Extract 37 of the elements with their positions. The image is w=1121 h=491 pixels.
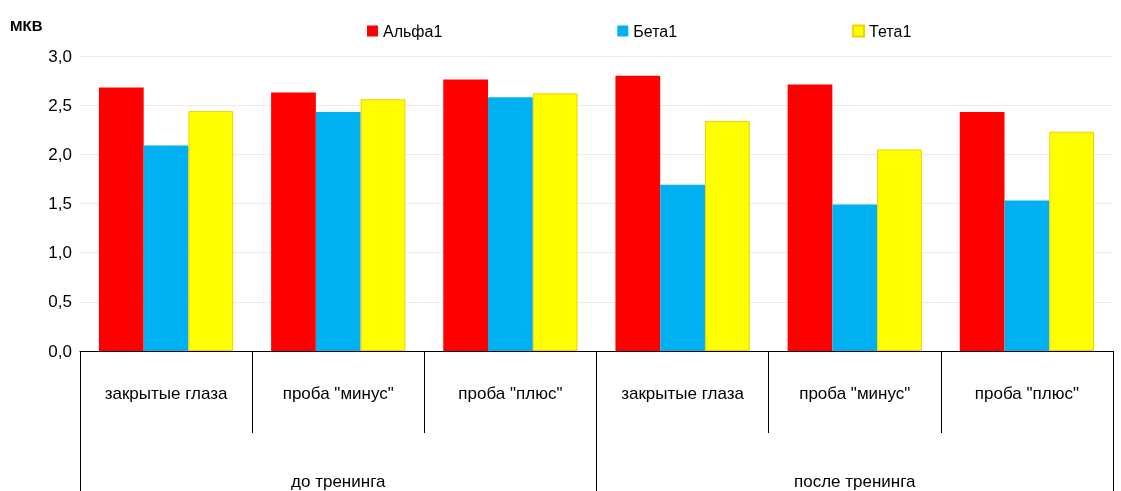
x-tick-label: проба "плюс" xyxy=(458,384,563,403)
y-tick-label: 1,0 xyxy=(48,243,72,263)
x-tick-label: проба "минус" xyxy=(282,384,394,403)
y-tick-label: 0,5 xyxy=(48,292,72,312)
x-tick-label: проба "плюс" xyxy=(974,384,1079,403)
bar xyxy=(877,149,922,351)
bar xyxy=(704,120,750,351)
bar xyxy=(959,112,1005,351)
bar xyxy=(143,145,189,351)
bar xyxy=(660,184,705,351)
y-tick-label: 2,5 xyxy=(48,95,72,115)
legend-label: Бета1 xyxy=(633,22,678,40)
y-axis-title: МКВ xyxy=(10,17,43,34)
x-tick-label: проба "минус" xyxy=(799,384,911,403)
bar xyxy=(832,204,878,351)
bar xyxy=(1049,131,1095,351)
legend-label: Тета1 xyxy=(869,22,912,40)
bar xyxy=(188,111,234,351)
y-tick-label: 3,0 xyxy=(48,46,72,66)
bar xyxy=(787,84,833,351)
legend-label: Альфа1 xyxy=(383,22,443,40)
bar xyxy=(532,93,578,351)
x-tick-label: закрытые глаза xyxy=(104,384,229,403)
bar xyxy=(271,92,316,351)
y-tick-label: 0,0 xyxy=(48,341,72,361)
text: после тренинга xyxy=(793,472,917,491)
bar xyxy=(615,75,661,351)
bar xyxy=(443,79,489,351)
bar xyxy=(1004,200,1050,351)
bar xyxy=(315,112,361,351)
bar xyxy=(488,97,533,351)
bar xyxy=(360,99,406,351)
text: до тренинга xyxy=(291,472,386,491)
bar xyxy=(98,87,144,351)
x-tick-label: закрытые глаза xyxy=(621,384,745,403)
y-tick-label: 1,5 xyxy=(48,194,72,213)
y-tick-label: 2,0 xyxy=(48,144,72,164)
